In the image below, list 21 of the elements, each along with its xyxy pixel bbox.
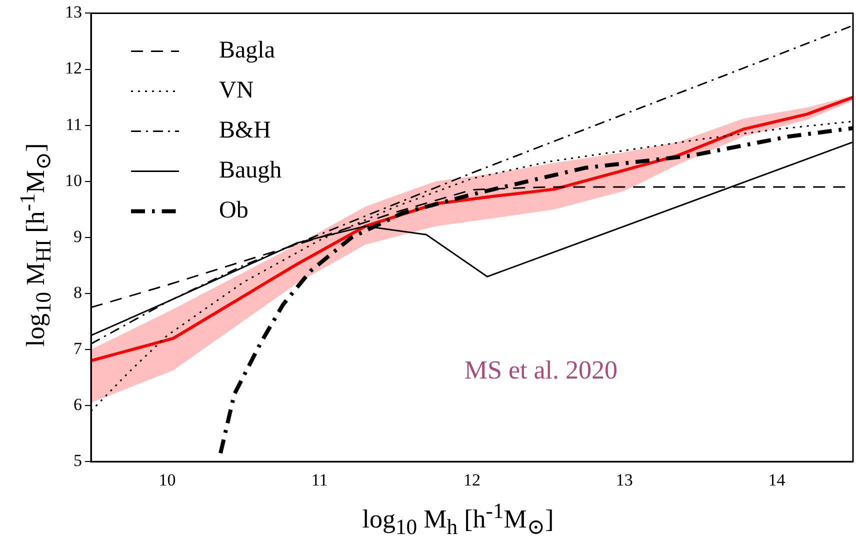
- text: log$_{10}$ M$_{h}$ [h$^{-1}$M$_{⊙}$]: [362, 499, 554, 539]
- legend-label: VN: [219, 77, 254, 104]
- legend-label: Bagla: [219, 37, 276, 64]
- y-tick-label: 9: [74, 226, 82, 246]
- x-tick-label: 10: [158, 470, 176, 490]
- y-tick-label: 5: [74, 451, 82, 470]
- y-tick-label: 11: [66, 114, 82, 134]
- legend-label: B&H: [219, 117, 272, 144]
- legend-label: Baugh: [219, 157, 282, 184]
- y-tick-label: 8: [74, 282, 82, 302]
- legend-label: Ob: [219, 197, 248, 224]
- y-tick-label: 10: [65, 170, 82, 190]
- y-tick-label: 13: [65, 2, 82, 22]
- x-tick-label: 11: [311, 470, 328, 490]
- x-tick-label: 12: [464, 470, 480, 490]
- y-tick-label: 12: [65, 58, 82, 78]
- y-tick-label: 7: [74, 338, 82, 358]
- y-tick-label: 6: [74, 395, 82, 414]
- annotation: MS et al. 2020: [464, 356, 618, 385]
- x-tick-label: 13: [616, 470, 633, 490]
- x-tick-label: 14: [768, 470, 786, 490]
